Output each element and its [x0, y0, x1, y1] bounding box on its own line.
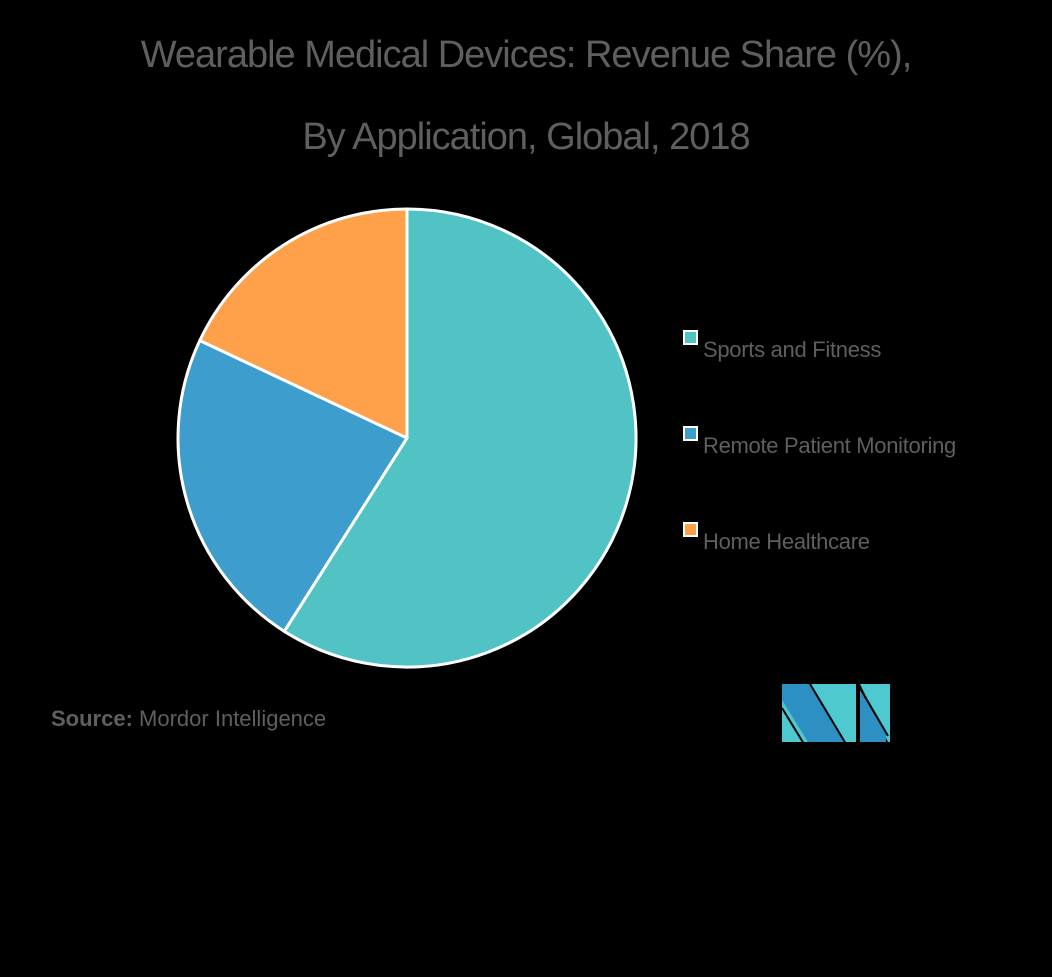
pie-chart-svg	[176, 207, 638, 669]
legend-label: Remote Patient Monitoring	[703, 433, 956, 458]
legend-item-sports-and-fitness: Sports and Fitness	[683, 330, 881, 361]
legend-label: Sports and Fitness	[703, 337, 882, 362]
pie-chart	[170, 200, 650, 680]
legend-swatch-icon	[683, 426, 698, 441]
chart-title-line-2: By Application, Global, 2018	[302, 116, 750, 158]
mordor-intelligence-logo-icon	[781, 683, 894, 746]
source-note: Source: Mordor Intelligence	[51, 706, 326, 732]
legend-swatch-icon	[683, 330, 698, 345]
legend-label: Home Healthcare	[703, 529, 870, 554]
legend-item-home-healthcare: Home Healthcare	[683, 522, 870, 553]
pie-slice-home-healthcare	[198, 207, 409, 440]
pie-slice-remote-patient-monitoring	[176, 338, 409, 633]
source-prefix: Source:	[51, 706, 133, 731]
legend-swatch-icon	[683, 522, 698, 537]
source-text: Mordor Intelligence	[139, 706, 327, 731]
pie-slice-sports-and-fitness	[282, 207, 638, 669]
chart-title-line-1: Wearable Medical Devices: Revenue Share …	[140, 34, 913, 76]
legend-item-remote-patient-monitoring: Remote Patient Monitoring	[683, 426, 956, 457]
